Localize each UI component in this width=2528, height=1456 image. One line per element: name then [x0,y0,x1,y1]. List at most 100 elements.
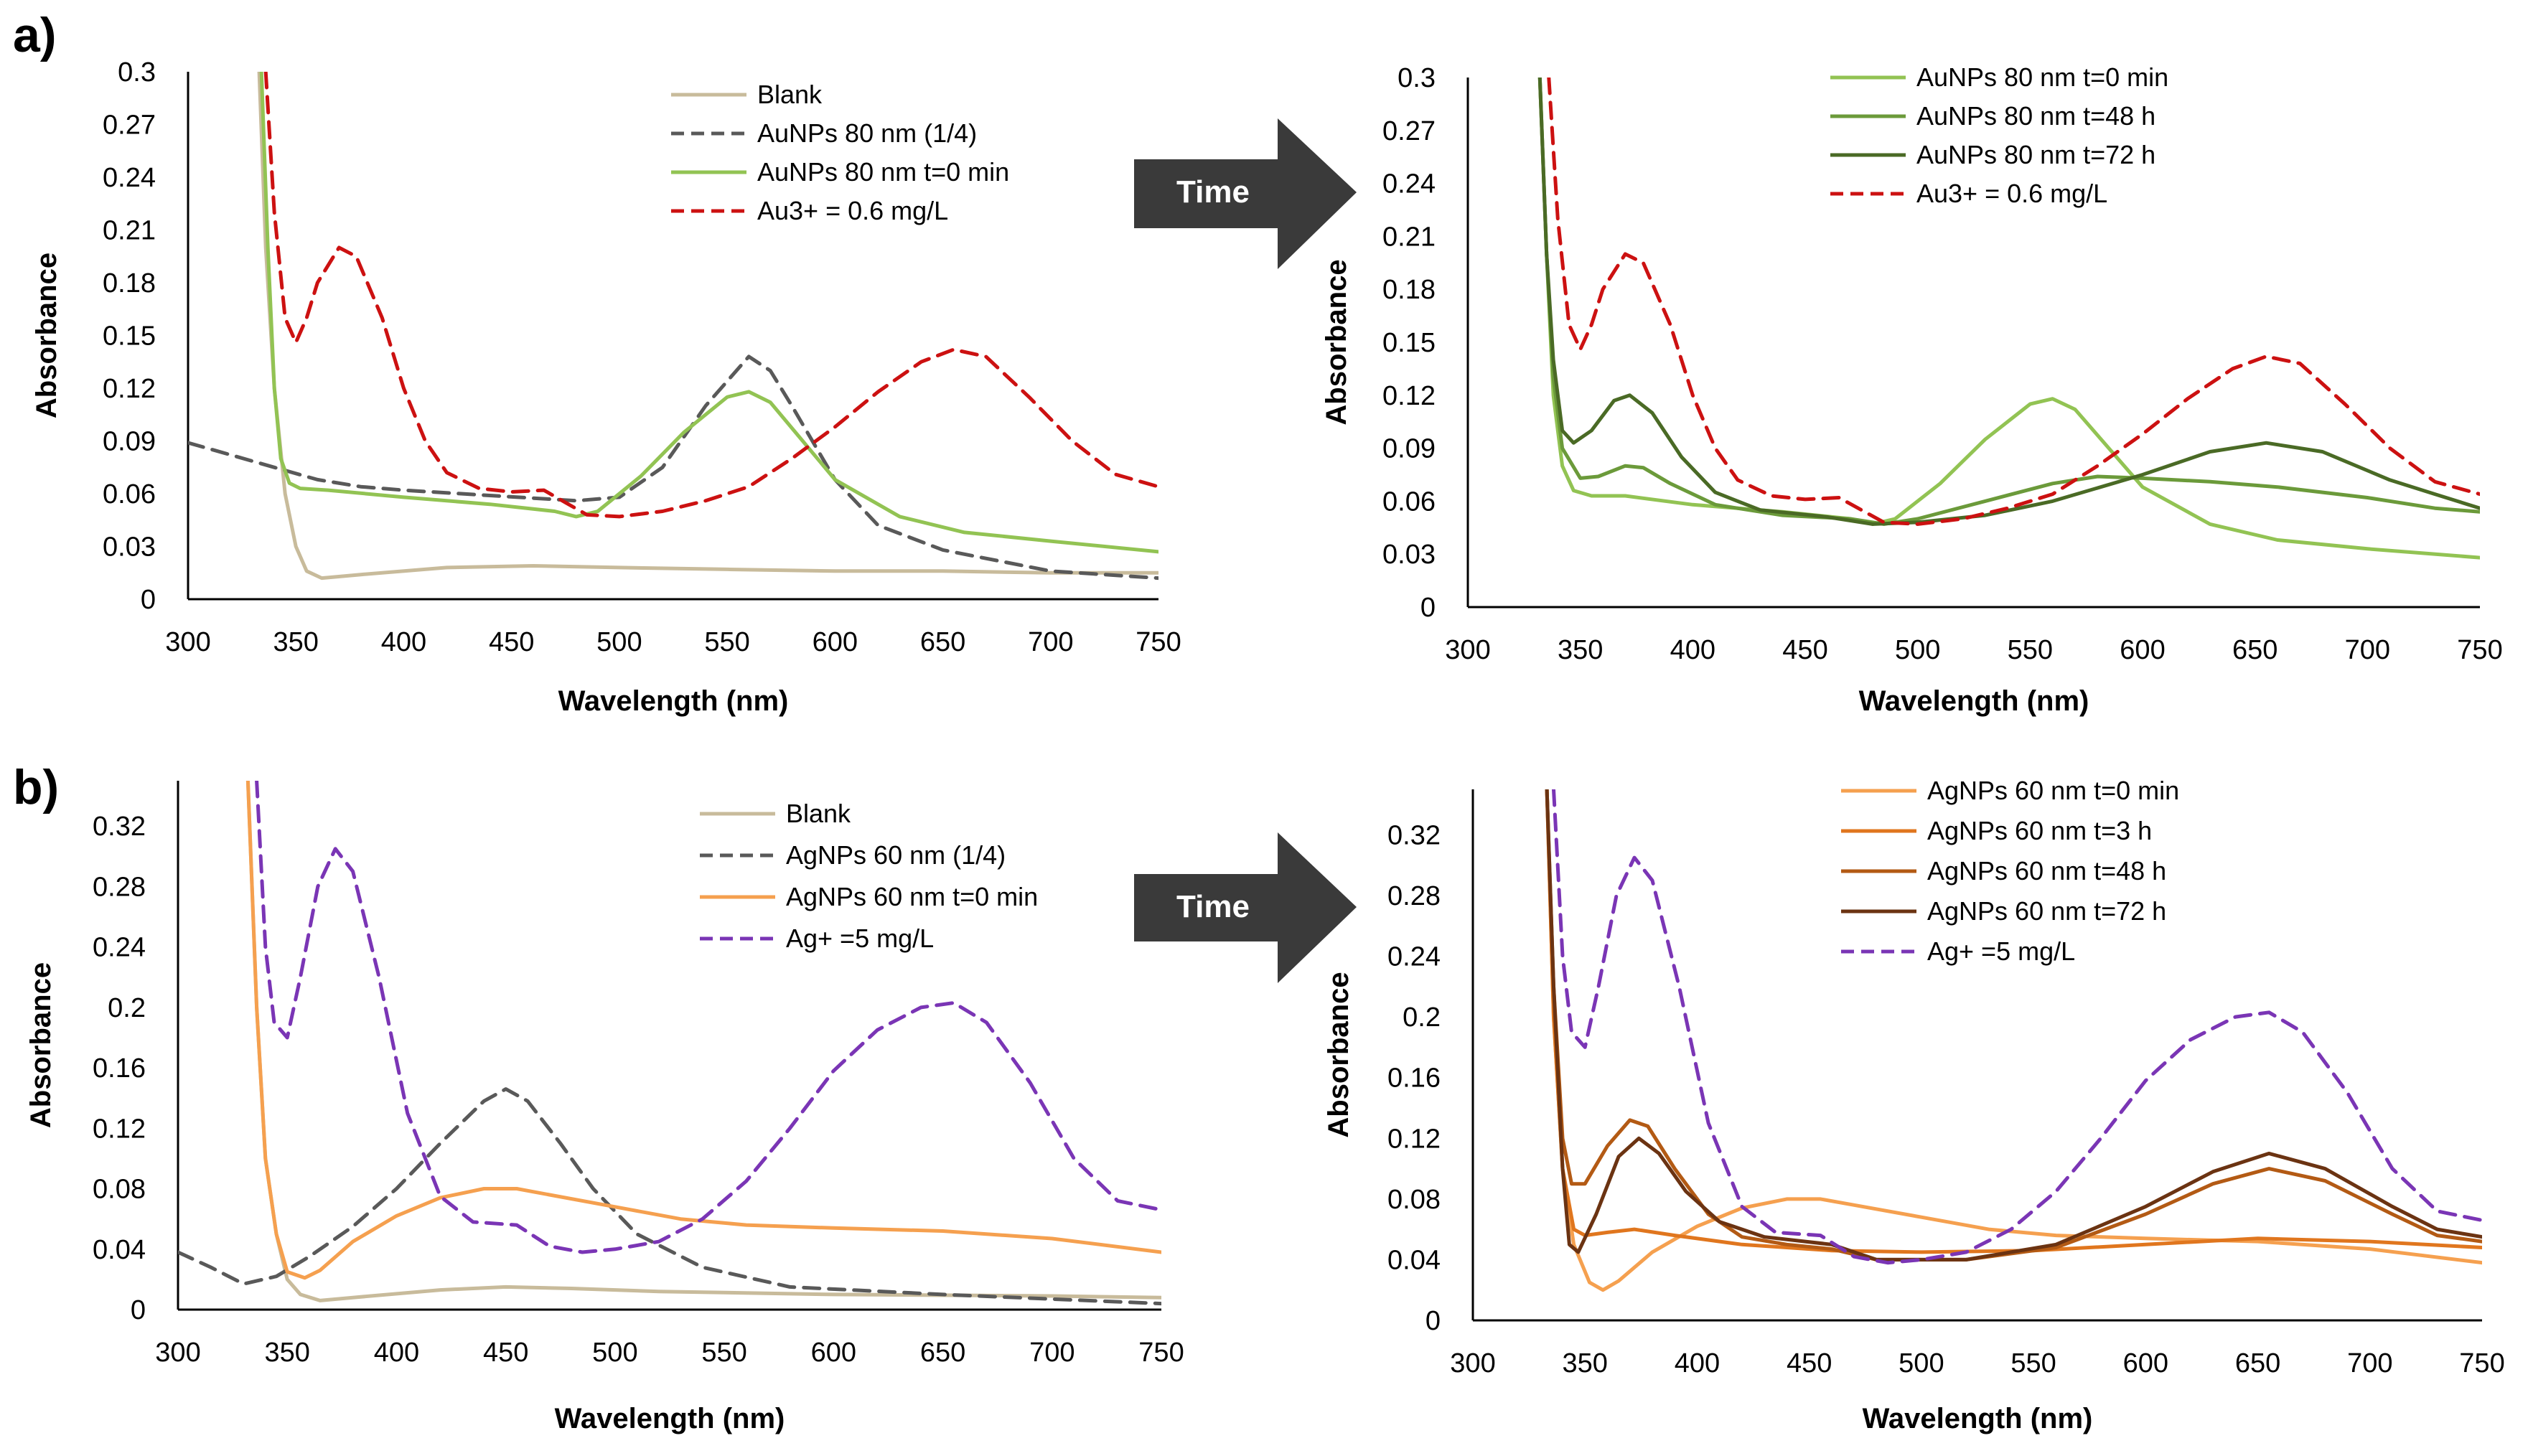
y-tick-label: 0.08 [1387,1185,1441,1215]
x-tick-label: 550 [701,1338,746,1368]
x-tick-label: 700 [1028,627,1073,657]
y-tick-label: 0 [131,1295,146,1325]
y-tick-label: 0.08 [93,1175,146,1205]
x-axis-title: Wavelength (nm) [1859,685,2089,717]
y-tick-label: 0.09 [1382,434,1436,464]
y-tick-label: 0 [1420,593,1436,623]
legend-label: Blank [786,799,851,828]
x-tick-label: 700 [2347,1348,2392,1378]
legend-label: AuNPs 80 nm t=72 h [1916,140,2155,169]
x-tick-label: 450 [1787,1348,1832,1378]
y-tick-label: 0 [1425,1306,1441,1336]
y-tick-label: 0.16 [93,1053,146,1084]
series-line-2 [188,354,1158,581]
y-tick-label: 0.24 [1382,169,1436,199]
legend-label: AuNPs 80 nm t=48 h [1916,101,2155,131]
series-line-1 [257,72,1158,581]
x-tick-label: 350 [273,627,319,657]
y-tick-label: 0.32 [93,812,146,842]
y-axis-title: Absorbance [1321,259,1352,425]
series-line-4 [263,72,1158,519]
x-tick-label: 550 [704,627,749,657]
y-tick-label: 0.21 [103,216,156,246]
x-tick-label: 500 [1895,635,1940,665]
x-tick-label: 350 [1558,635,1603,665]
legend-label: Ag+ =5 mg/L [786,924,934,953]
series-lines [178,781,1161,1306]
x-tick-label: 450 [483,1338,528,1368]
legend-label: AgNPs 60 nm (1/4) [786,840,1006,870]
y-tick-label: 0.24 [103,163,156,193]
x-tick-label: 400 [1670,635,1715,665]
y-tick-label: 0.12 [103,374,156,404]
x-tick-label: 750 [2457,635,2502,665]
panel-label-a: a) [13,8,56,62]
legend: Blank AgNPs 60 nm (1/4) AgNPs 60 nm t=0 mi… [700,799,1038,953]
x-tick-label: 350 [1563,1348,1608,1378]
x-tick-label: 650 [2235,1348,2280,1378]
legend-label: AuNPs 80 nm t=0 min [757,157,1009,187]
legend-label: AgNPs 60 nm t=3 h [1927,816,2152,845]
series-line-5 [1552,789,2482,1265]
x-tick-label: 400 [381,627,426,657]
y-tick-label: 0 [141,585,156,615]
x-tick-label: 650 [920,1338,965,1368]
y-tick-label: 0.24 [1387,942,1441,972]
y-tick-label: 0.3 [118,57,156,88]
x-tick-label: 650 [920,627,965,657]
x-axis-title: Wavelength (nm) [558,685,789,717]
x-tick-label: 450 [1782,635,1827,665]
series-line-3 [1537,78,2480,526]
x-tick-label: 350 [265,1338,310,1368]
chart-a-left: 300 350 400 450 500 550 600 650 700 750 0 0.03 0.06 0… [31,57,1181,717]
chart-a-right: 300 350 400 450 500 550 600 650 700 750 0 0.03 0.06 0… [1321,62,2503,717]
legend-label: Au3+ = 0.6 mg/L [1916,179,2107,208]
y-tick-label: 0.3 [1398,63,1436,93]
x-tick-label: 700 [1029,1338,1075,1368]
x-tick-label: 300 [1450,1348,1495,1378]
legend-label: Ag+ =5 mg/L [1927,936,2075,966]
x-tick-label: 750 [2459,1348,2504,1378]
chart-b-right: 300 350 400 450 500 550 600 650 700 750 0 0.04 0.08 0… [1323,776,2505,1434]
y-tick-label: 0.27 [1382,116,1436,146]
legend-label: AgNPs 60 nm t=0 min [786,882,1038,911]
y-tick-label: 0.28 [1387,881,1441,911]
y-axis-title: Absorbance [25,962,57,1128]
y-tick-label: 0.12 [1387,1124,1441,1154]
x-tick-label: 300 [1445,635,1490,665]
x-tick-label: 500 [1899,1348,1944,1378]
y-tick-label: 0.12 [93,1114,146,1144]
x-tick-label: 600 [813,627,858,657]
y-tick-label: 0.15 [1382,328,1436,358]
series-line-4 [255,781,1161,1254]
y-tick-label: 0.03 [103,532,156,563]
x-tick-label: 300 [155,1338,200,1368]
x-tick-label: 650 [2232,635,2277,665]
x-tick-label: 600 [2120,635,2165,665]
series-lines [1537,78,2480,560]
series-line-4 [1545,789,2482,1262]
y-tick-label: 0.24 [93,933,146,963]
legend-label: Blank [757,80,823,109]
y-tick-label: 0.04 [1387,1245,1441,1275]
series-line-3 [1545,789,2482,1262]
x-axis-title: Wavelength (nm) [1863,1403,2093,1434]
y-tick-label: 0.06 [1382,487,1436,517]
x-tick-label: 400 [1675,1348,1720,1378]
y-tick-label: 0.18 [1382,275,1436,305]
series-line-2 [178,1087,1161,1306]
x-tick-label: 300 [165,627,210,657]
series-line-3 [245,781,1161,1280]
series-line-1 [1537,78,2480,560]
y-tick-label: 0.2 [1403,1002,1441,1033]
x-tick-label: 400 [374,1338,419,1368]
x-tick-label: 500 [592,1338,637,1368]
time-arrow-a-label: Time [1176,174,1250,210]
time-arrow-b-shape [1134,832,1357,983]
y-tick-label: 0.2 [108,993,146,1023]
x-tick-label: 700 [2345,635,2390,665]
x-tick-label: 600 [811,1338,856,1368]
legend-label: AuNPs 80 nm (1/4) [757,118,977,148]
x-tick-label: 750 [1138,1338,1184,1368]
panel-label-b: b) [13,760,59,814]
